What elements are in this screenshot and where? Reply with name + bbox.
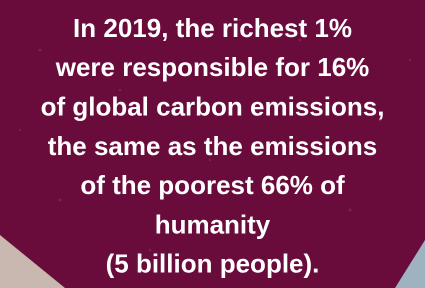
statement-line: (5 billion people). (106, 249, 320, 279)
statement-line: of the poorest 66% of (80, 170, 345, 200)
statement-line: the same as the emissions (48, 131, 377, 161)
page: In 2019, the richest 1% were responsible … (0, 0, 425, 288)
graphic: In 2019, the richest 1% were responsible … (0, 0, 425, 288)
statement-line: In 2019, the richest 1% (73, 13, 352, 43)
statement-line: humanity (155, 209, 271, 239)
statement-line: of global carbon emissions, (41, 91, 385, 121)
statement-line: were responsible for 16% (55, 52, 370, 82)
